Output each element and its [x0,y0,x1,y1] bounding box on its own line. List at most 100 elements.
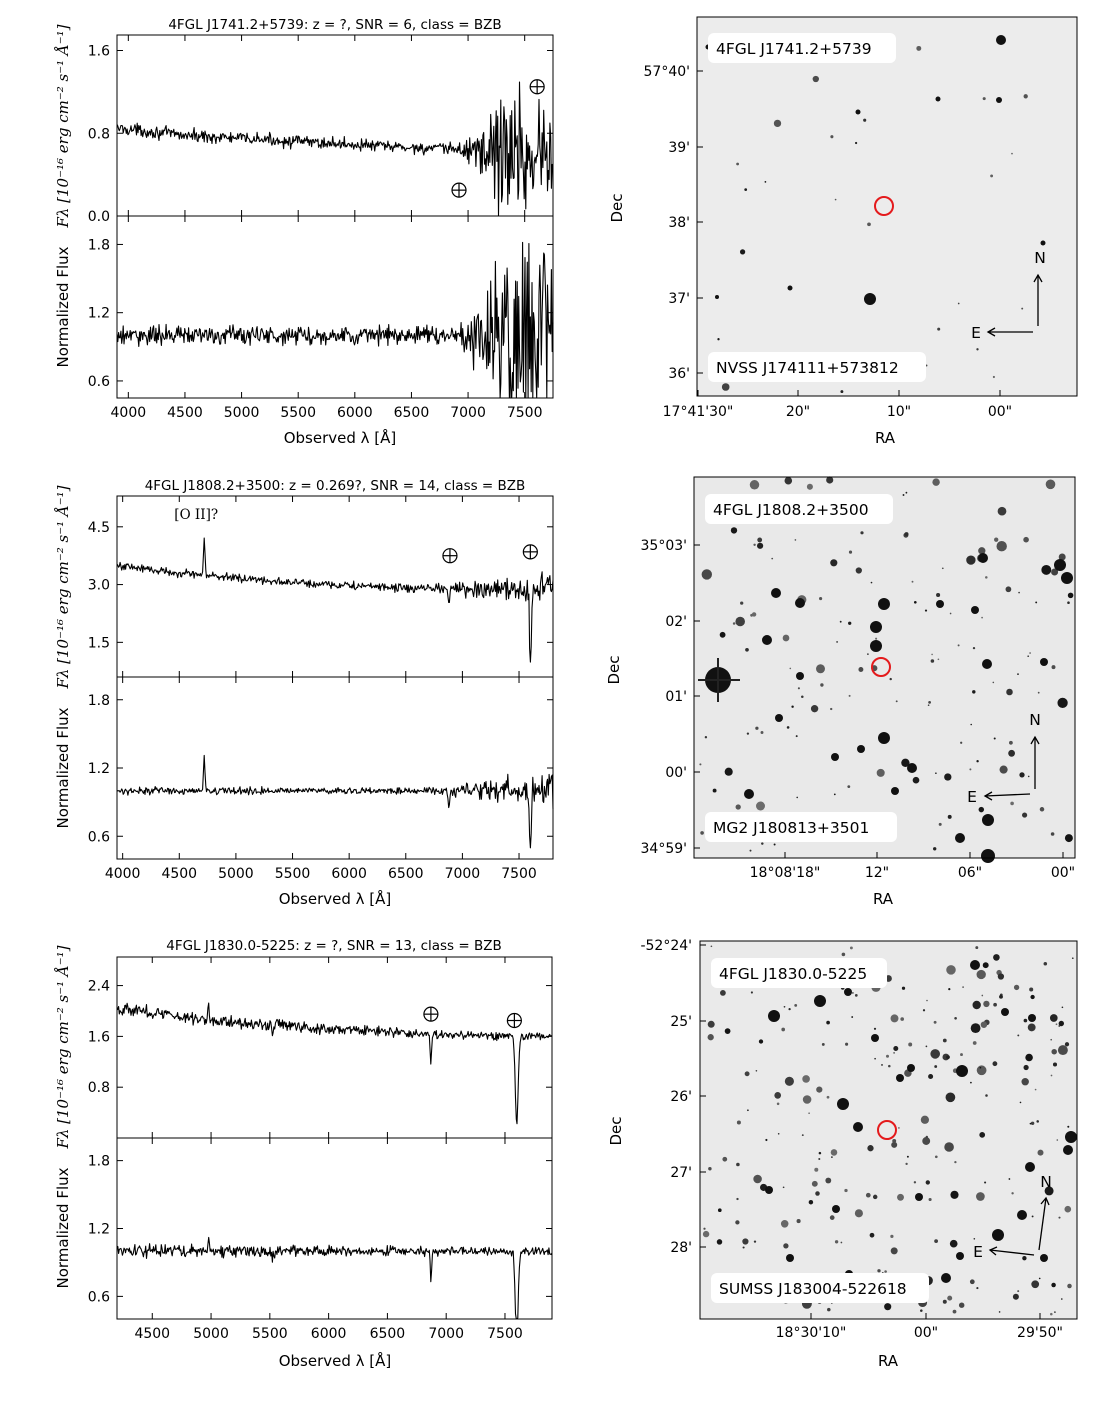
star [753,1240,757,1243]
spectrum-title: 4FGL J1808.2+3500: z = 0.269?, SNR = 14,… [145,478,526,494]
y-tick-label: 1.8 [88,237,110,253]
star [962,986,964,988]
star [1022,812,1028,818]
star [1043,961,1048,966]
star [900,1017,904,1021]
star [827,1307,831,1312]
star [814,1167,819,1172]
star [925,1180,930,1185]
star [960,1053,963,1057]
star [954,1016,957,1020]
star [771,557,774,560]
source-label-box [711,958,887,988]
north-arrowhead [1040,1196,1050,1206]
ra-axis-label: RA [878,1352,899,1370]
star [969,1279,975,1285]
star [796,796,799,799]
dec-axis-label: Dec [605,655,623,684]
star [890,1247,898,1255]
sky-image-frame [699,940,1078,1320]
star [797,687,800,690]
star [1029,1122,1032,1125]
fermi-source-label: 4FGL J1741.2+5739 [716,40,872,58]
star [983,1000,990,1008]
north-label: N [1034,249,1046,267]
star [717,338,720,341]
ra-tick-label: 00" [988,404,1012,420]
star [928,1073,934,1080]
star [890,1014,899,1023]
star [1019,772,1025,778]
x-tick-label: 4000 [105,866,141,882]
star [970,723,972,726]
north-label: N [1040,1173,1052,1191]
star [855,567,862,574]
star [847,785,851,789]
star [1058,1216,1061,1219]
star [1050,1074,1053,1077]
star [747,1109,749,1112]
star [840,1241,843,1244]
y-tick-label: 1.2 [88,1222,110,1238]
star [840,390,844,394]
star [926,999,928,1002]
star [978,547,986,555]
spectrum-line [116,754,554,849]
star [1054,1311,1056,1313]
star [937,327,941,331]
star [946,965,956,975]
dec-tick-label: 25' [670,1014,692,1030]
star [905,491,908,494]
star [721,383,730,391]
star [791,705,794,708]
star [867,653,869,655]
star [998,1311,1001,1313]
star [848,550,853,554]
star [702,1230,710,1238]
star [845,1042,849,1046]
star [930,659,935,663]
y-tick-label: 0.6 [88,374,110,390]
telluric-marker [506,1012,522,1029]
star [854,141,858,145]
north-arrow [1038,1197,1047,1251]
star [830,707,833,711]
bright-star [982,659,992,669]
star [942,1299,947,1304]
counterpart-label: MG2 J180813+3501 [713,819,869,837]
dec-tick-label: 02' [665,614,687,630]
x-tick-label: 5500 [280,405,316,421]
bright-star [844,988,852,996]
star [816,1086,823,1093]
star [1058,553,1066,561]
star [885,1054,890,1058]
bright-star [1040,658,1048,666]
star [1034,1088,1037,1091]
bright-star [1001,1008,1009,1016]
ra-axis-ticks: 18°08'18" 12" 06" 00" [750,852,1075,881]
star [1051,665,1056,670]
flux-spectrum-plot: 0.8 1.6 2.4 [88,957,553,1138]
spectrum-title: 4FGL J1830.0-5225: z = ?, SNR = 13, clas… [166,938,502,954]
star [795,735,798,738]
star [716,1239,723,1245]
spectrum-line [116,81,554,217]
y-tick-label: 2.4 [88,979,110,995]
star [756,542,764,549]
star [848,621,852,625]
bright-star [956,1252,964,1260]
star [1037,691,1040,694]
star [902,494,905,496]
star [1027,655,1030,658]
star [976,1065,987,1076]
star [928,1197,932,1202]
star [946,1055,950,1059]
source-label-box [705,494,893,524]
star [979,1066,982,1069]
star [783,1005,786,1008]
star [992,681,995,684]
spectrum-line [116,537,554,663]
star [782,634,790,642]
sky-image-panel-3: 4FGL J1830.0-5225 SUMSS J183004-522618 N… [607,938,1078,1370]
star [1051,1282,1056,1288]
